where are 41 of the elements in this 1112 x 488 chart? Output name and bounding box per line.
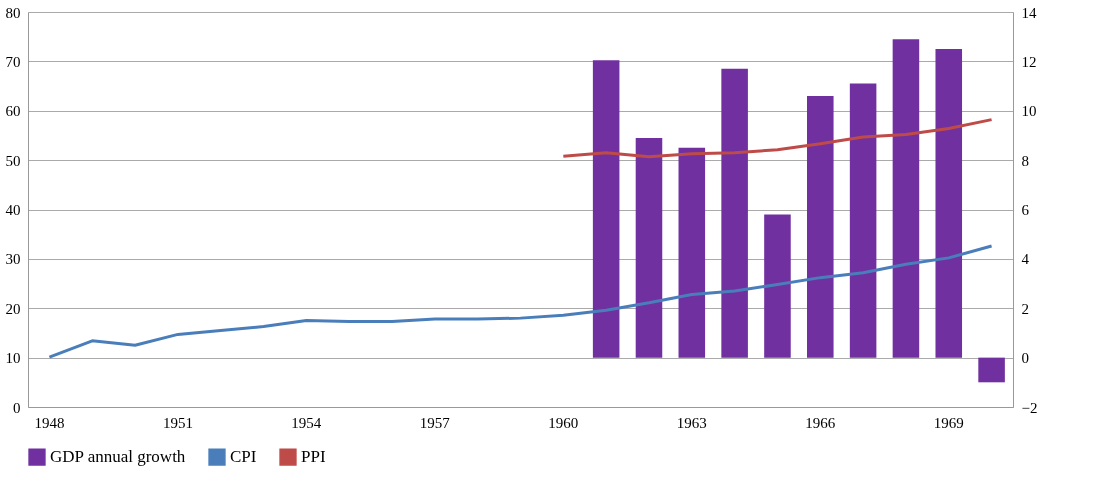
x-tick-label: 1951: [162, 414, 193, 431]
bar: [592, 60, 620, 358]
y2-tick-label: 2: [1021, 300, 1029, 317]
bar: [764, 214, 791, 358]
y-tick-label: 60: [5, 103, 21, 120]
legend-label: PPI: [301, 447, 326, 467]
y-tick-label: 0: [13, 399, 21, 416]
y2-tick-label: 0: [1021, 350, 1029, 367]
x-tick-label: 1957: [419, 414, 451, 431]
y2-tick-label: −2: [1021, 399, 1038, 416]
y-tick-label: 70: [5, 53, 21, 70]
legend-label: CPI: [230, 447, 257, 467]
y2-tick-label: 8: [1021, 152, 1029, 169]
x-tick-label: 1969: [933, 414, 964, 431]
x-tick-label: 1963: [676, 414, 707, 431]
x-tick-label: 1954: [291, 414, 322, 431]
x-tick-label: 1966: [805, 414, 836, 431]
bar: [978, 357, 1005, 383]
bar: [721, 68, 748, 358]
bar: [849, 83, 877, 358]
bar: [807, 95, 834, 358]
y-tick-label: 80: [5, 4, 21, 21]
bar: [678, 147, 706, 358]
line-series: [561, 118, 994, 159]
y2-tick-label: 10: [1021, 103, 1037, 120]
y-tick-label: 50: [5, 152, 21, 169]
legend-label: GDP annual growth: [50, 447, 186, 467]
y-tick-label: 20: [5, 300, 21, 317]
bar: [935, 49, 963, 358]
y2-tick-label: 14: [1021, 4, 1037, 21]
y-tick-label: 40: [5, 202, 21, 218]
y2-tick-label: 6: [1021, 202, 1030, 218]
bar: [635, 137, 663, 358]
line-series: [47, 244, 994, 359]
x-tick-label: 1960: [548, 414, 579, 431]
y2-tick-label: 12: [1021, 53, 1037, 70]
x-tick-label: 1948: [34, 414, 65, 431]
y-tick-label: 30: [5, 251, 21, 268]
y2-tick-label: 4: [1021, 251, 1030, 268]
bar: [892, 39, 920, 358]
y-tick-label: 10: [5, 350, 21, 367]
